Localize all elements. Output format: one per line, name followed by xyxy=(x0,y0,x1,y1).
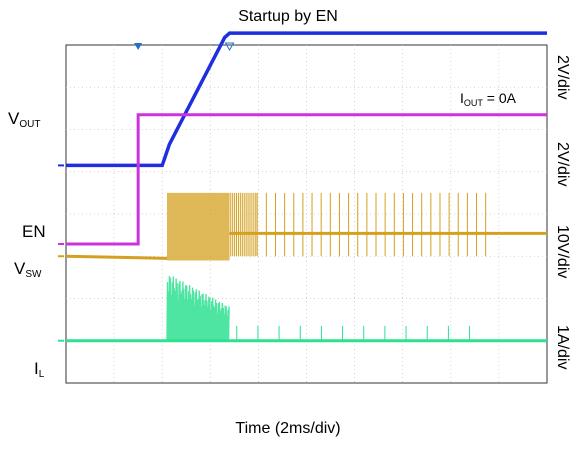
markers xyxy=(58,42,235,342)
scale-en: 2V/div xyxy=(554,142,571,186)
traces xyxy=(65,31,547,343)
x-axis-label: Time (2ms/div) xyxy=(235,420,341,437)
series-il-burst xyxy=(166,276,230,341)
scale-vsw: 10V/div xyxy=(554,225,571,278)
trigger-marker xyxy=(134,43,143,50)
scale-vout: 2V/div xyxy=(554,55,571,99)
series-en xyxy=(66,113,547,246)
series-vsw-burst xyxy=(167,192,230,261)
cursor-marker xyxy=(224,42,235,52)
scale-il: 1A/div xyxy=(554,325,571,369)
series-vout xyxy=(66,31,547,168)
label-il: IL xyxy=(34,359,45,380)
label-en: EN xyxy=(22,222,46,241)
series-vsw-low xyxy=(65,254,168,260)
label-vsw: VSW xyxy=(14,259,42,280)
label-vout: VOUT xyxy=(8,109,40,130)
chart-title: Startup by EN xyxy=(238,8,338,25)
